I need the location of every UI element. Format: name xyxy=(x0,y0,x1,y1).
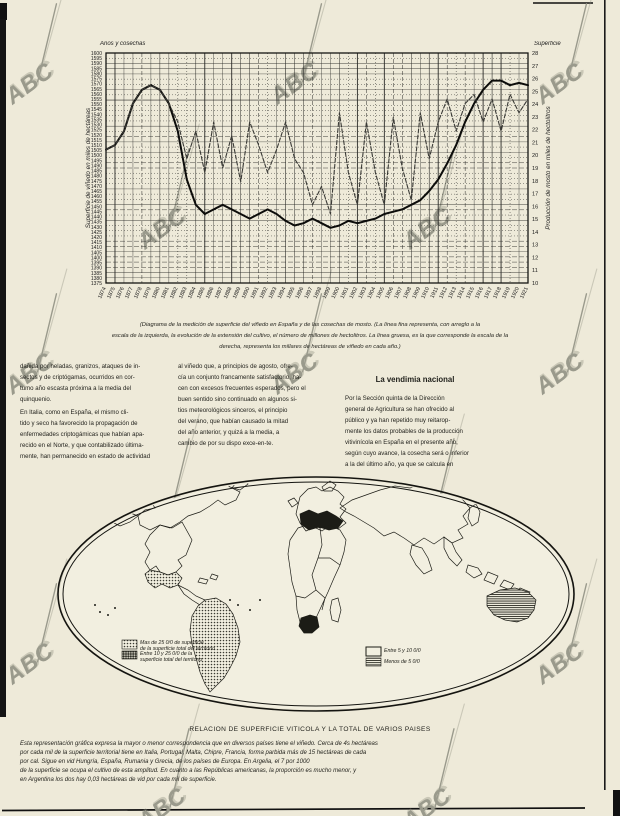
svg-text:Superficie de viñedo en miles: Superficie de viñedo en miles de hectáre… xyxy=(85,107,92,228)
svg-text:26: 26 xyxy=(532,77,538,83)
svg-text:La vendimia nacional: La vendimia nacional xyxy=(376,375,455,384)
svg-text:de la superficie se ocupa el c: de la superficie se ocupa el cultivo de … xyxy=(20,768,357,774)
svg-text:sectos y de criptógamas, ocurr: sectos y de criptógamas, ocurridos en co… xyxy=(20,374,135,381)
svg-text:general de Agricultura se han: general de Agricultura se han ofrecido a… xyxy=(345,406,454,413)
svg-text:por cada mil de la superficie: por cada mil de la superficie territoria… xyxy=(19,750,367,756)
svg-text:mente los datos probables de l: mente los datos probables de la producci… xyxy=(345,428,463,435)
svg-text:dañida por heladas, granizos,: dañida por heladas, granizos, ataques de… xyxy=(20,363,140,370)
svg-text:quinquenio.: quinquenio. xyxy=(20,396,52,403)
svg-text:1375: 1375 xyxy=(91,281,102,287)
svg-text:público y ya han repetido muy: público y ya han repetido muy reitarop- xyxy=(345,417,450,424)
svg-text:25: 25 xyxy=(532,89,538,95)
svg-text:18: 18 xyxy=(532,179,538,185)
svg-text:Superficie: Superficie xyxy=(534,41,561,47)
svg-text:superficie total del territori: superficie total del territorio xyxy=(140,657,202,663)
svg-text:según cuyo avance, la cosecha: según cuyo avance, la cosecha será o inf… xyxy=(345,450,469,457)
svg-text:17: 17 xyxy=(532,192,538,198)
svg-text:Esta representación gráfica ex: Esta representación gráfica expresa la m… xyxy=(20,741,378,747)
svg-text:24: 24 xyxy=(532,102,538,108)
svg-text:15: 15 xyxy=(532,217,538,223)
svg-text:11: 11 xyxy=(532,268,538,274)
svg-text:al viñedo que, a principios de: al viñedo que, a principios de agosto, o… xyxy=(178,363,293,370)
svg-text:tios meteorológicos sinceros,: tios meteorológicos sinceros, el princip… xyxy=(178,407,288,414)
svg-text:escala de la izquierda, la evo: escala de la izquierda, la evolución de … xyxy=(112,333,509,339)
svg-text:27: 27 xyxy=(532,64,538,70)
svg-text:tumo año escasta próxima a la: tumo año escasta próxima a la media del xyxy=(20,385,131,392)
svg-text:(Diagrama de la medición de su: (Diagrama de la medición de superficie d… xyxy=(140,322,481,328)
svg-text:a la del último año, ya que se: a la del último año, ya que se calcula e… xyxy=(345,461,453,468)
svg-text:20: 20 xyxy=(532,153,538,159)
svg-text:recido en el Norte, y que cont: recido en el Norte, y que contabilizado … xyxy=(20,442,144,449)
svg-text:cía un conjunto francamente sa: cía un conjunto francamente satisfactori… xyxy=(178,374,301,381)
svg-text:por cal. Sigue en vid Hungría,: por cal. Sigue en vid Hungría, España, R… xyxy=(19,759,310,765)
svg-text:Entre 5 y 10 0/0: Entre 5 y 10 0/0 xyxy=(384,648,421,654)
svg-text:28: 28 xyxy=(532,51,538,57)
svg-text:22: 22 xyxy=(532,128,538,134)
svg-text:12: 12 xyxy=(532,255,538,261)
svg-text:14: 14 xyxy=(532,230,538,236)
svg-text:buen sentido sino continuado e: buen sentido sino continuado en algunos … xyxy=(178,396,297,403)
svg-text:19: 19 xyxy=(532,166,538,172)
svg-text:RELACION DE SUPERFICIE VITICOL: RELACION DE SUPERFICIE VITICOLA Y LA TOT… xyxy=(189,726,430,733)
svg-text:cambio de por su dispo exce-en: cambio de por su dispo exce-en-te. xyxy=(178,440,273,447)
svg-text:21: 21 xyxy=(532,140,538,146)
svg-text:cen con excesos frecuentes esp: cen con excesos frecuentes esperados, pe… xyxy=(178,385,306,392)
svg-text:enfermedades criptogámicas que: enfermedades criptogámicas que habían ap… xyxy=(20,431,144,438)
svg-text:Años y cosechas: Años y cosechas xyxy=(99,41,145,47)
svg-text:vitivinícola en España en el p: vitivinícola en España en el presente añ… xyxy=(345,439,458,446)
svg-text:Por la Sección quinta de la Di: Por la Sección quinta de la Dirección xyxy=(345,395,445,402)
svg-text:13: 13 xyxy=(532,243,538,249)
svg-text:del verano, que habían causado: del verano, que habían causado la mitad xyxy=(178,418,288,425)
svg-text:en Argentina los dos hay 0,03: en Argentina los dos hay 0,03 hectáreas … xyxy=(20,777,217,783)
svg-text:En Italia, como en España, el: En Italia, como en España, el mismo cli- xyxy=(20,409,128,416)
svg-text:derecha, representa los millar: derecha, representa los millares de hect… xyxy=(219,344,400,350)
svg-text:16: 16 xyxy=(532,204,538,210)
svg-text:tido y seco ha favorecido la p: tido y seco ha favorecido la propagación… xyxy=(20,420,138,427)
svg-text:23: 23 xyxy=(532,115,538,121)
svg-text:10: 10 xyxy=(532,281,538,287)
svg-text:Menos de 5 0/0: Menos de 5 0/0 xyxy=(384,659,420,665)
svg-text:Producción de mosto en miles d: Producción de mosto en miles de hectolit… xyxy=(545,105,552,229)
svg-text:mente, han permanecido en esta: mente, han permanecido en estado de acti… xyxy=(20,453,150,460)
svg-text:del año anterior, y quizá a la: del año anterior, y quizá a la media, a xyxy=(178,429,280,436)
